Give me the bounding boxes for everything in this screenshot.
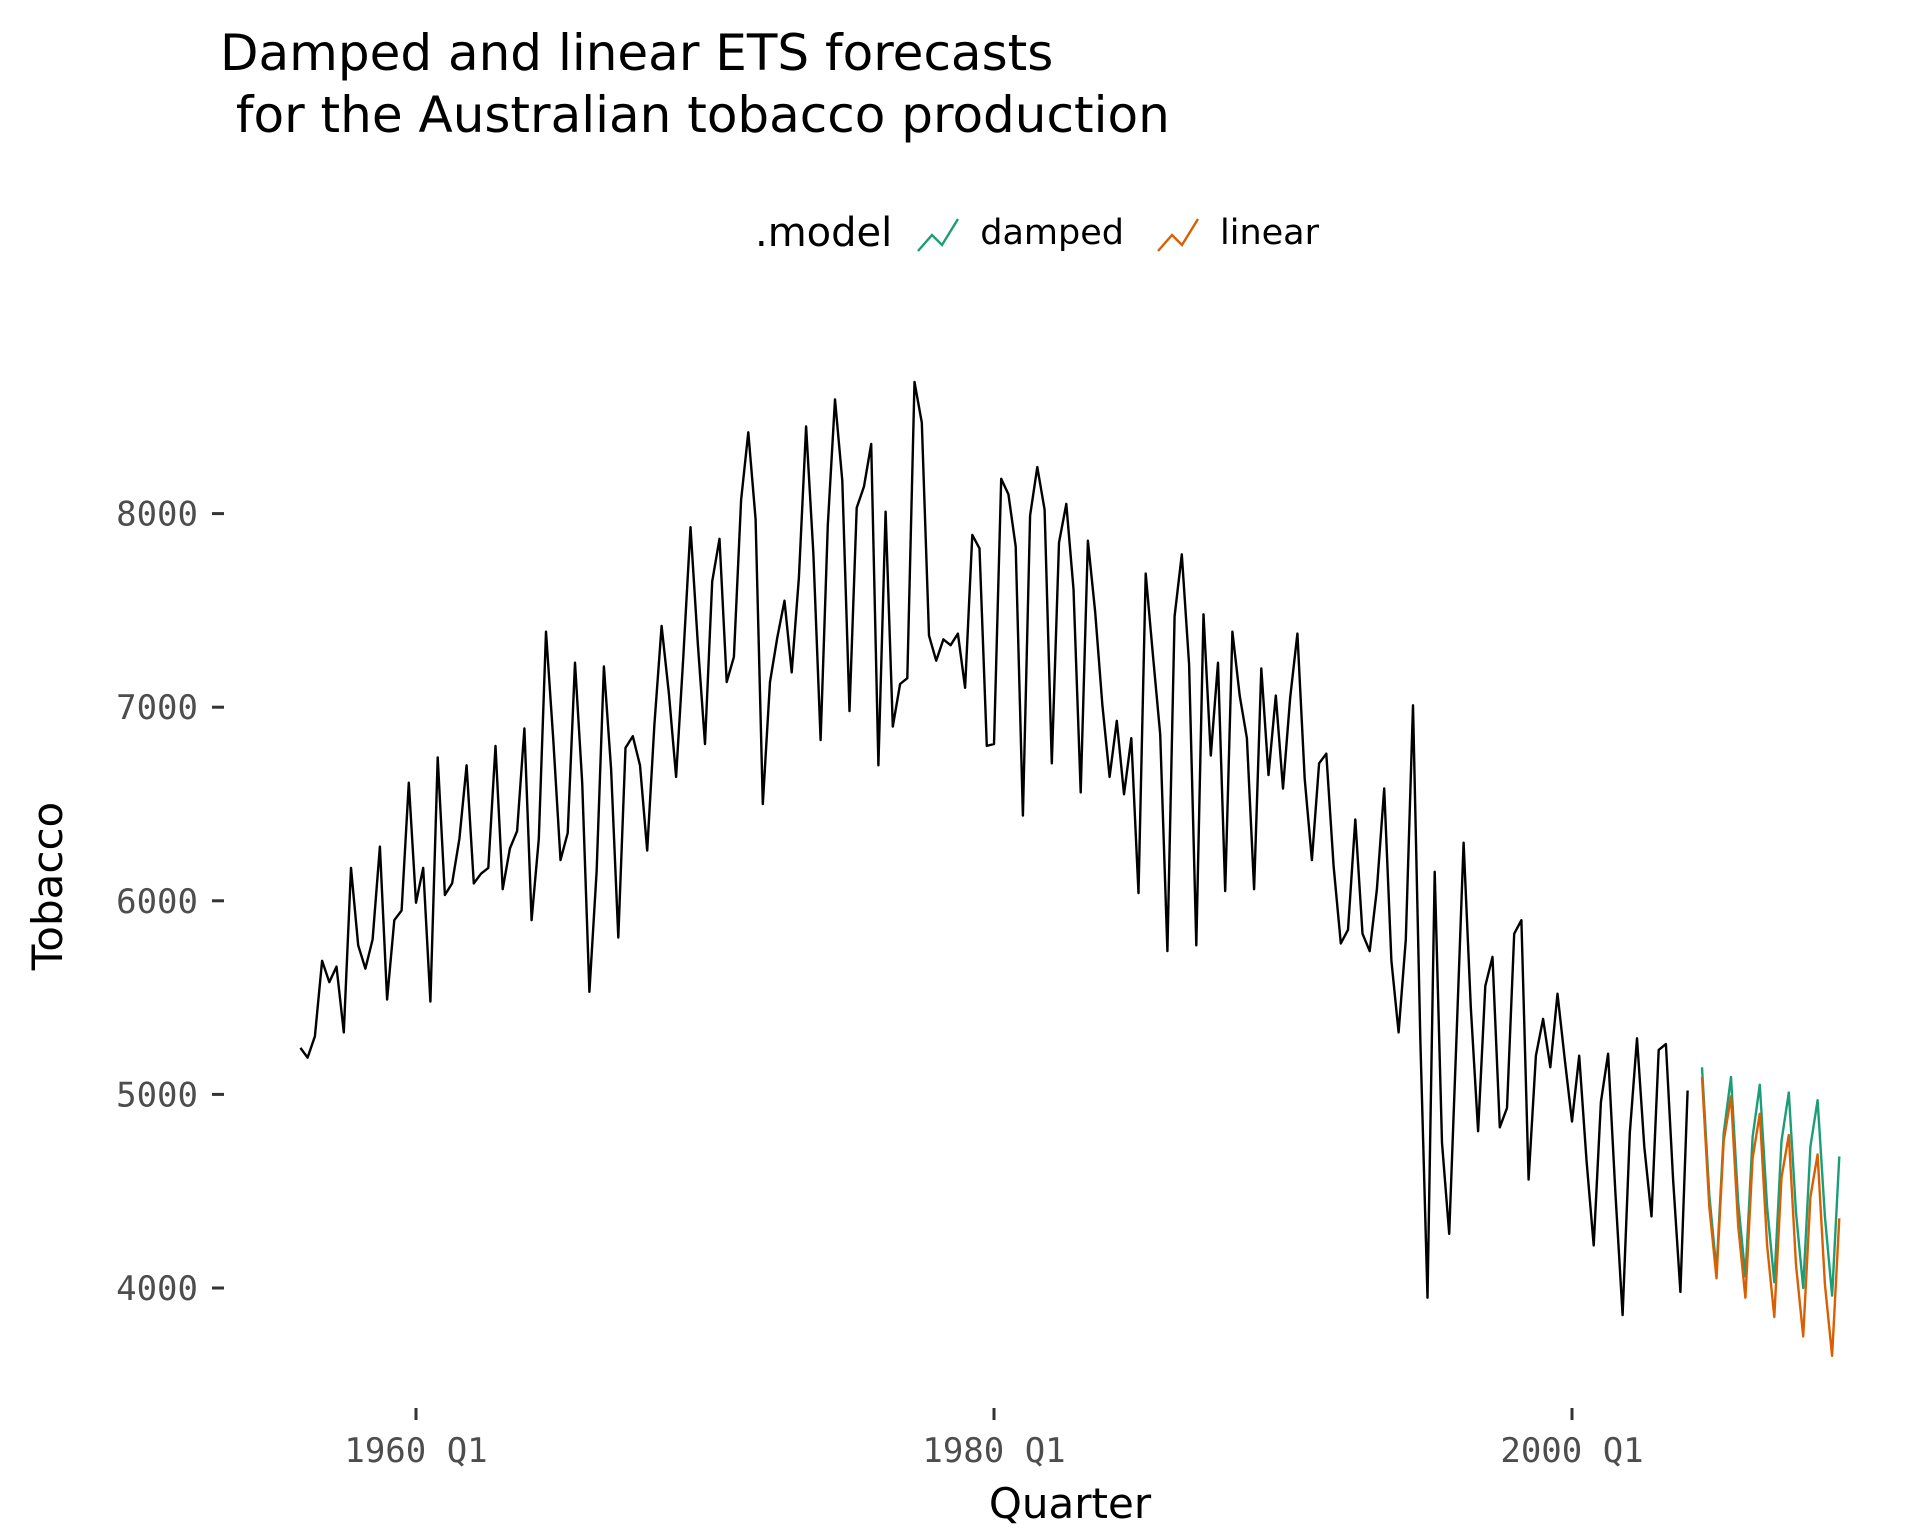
- legend-key-linear: [1157, 218, 1200, 252]
- legend-key-damped: [917, 218, 960, 252]
- y-tick-label: 6000: [116, 882, 198, 922]
- y-axis-title: Tobacco: [23, 802, 72, 972]
- legend-label-linear: linear: [1220, 213, 1320, 253]
- legend-item-damped: damped: [910, 205, 1124, 261]
- damped-forecast-line: [1700, 1067, 1841, 1297]
- y-axis: 4000 5000 6000 7000 8000: [116, 495, 224, 1309]
- x-tick-label: 1980 Q1: [922, 1431, 1065, 1471]
- series-lines: [299, 380, 1841, 1358]
- chart-title: Damped and linear ETS forecasts for the …: [220, 24, 1170, 144]
- linear-forecast-line: [1700, 1076, 1841, 1358]
- y-tick-label: 5000: [116, 1075, 198, 1115]
- legend-item-linear: linear: [1150, 205, 1319, 261]
- history-line: [299, 380, 1689, 1317]
- legend: .model damped linear: [755, 205, 1345, 261]
- legend-label-damped: damped: [980, 213, 1124, 253]
- x-axis-title: Quarter: [989, 1479, 1152, 1528]
- x-axis: 1960 Q1 1980 Q1 2000 Q1: [344, 1408, 1644, 1471]
- y-tick-label: 7000: [116, 688, 198, 728]
- x-tick-label: 2000 Q1: [1500, 1431, 1643, 1471]
- y-tick-label: 4000: [116, 1269, 198, 1309]
- legend-title: .model: [755, 210, 893, 256]
- y-tick-label: 8000: [116, 495, 198, 535]
- x-tick-label: 1960 Q1: [344, 1431, 487, 1471]
